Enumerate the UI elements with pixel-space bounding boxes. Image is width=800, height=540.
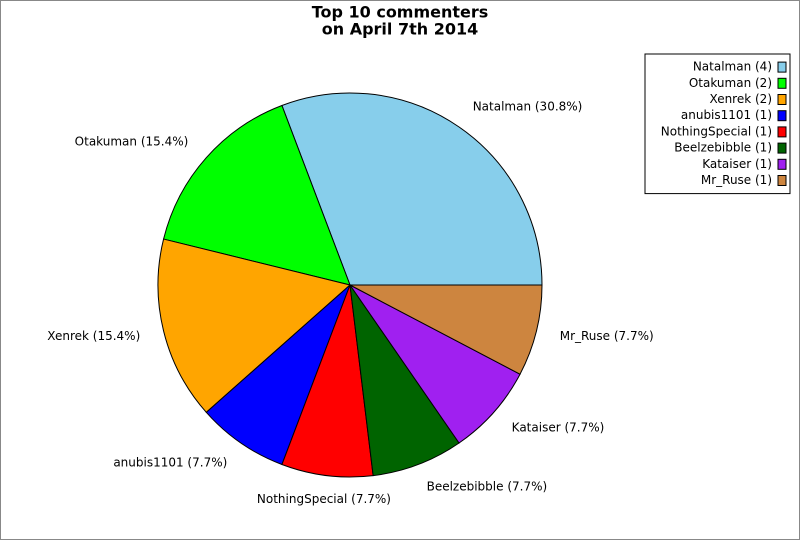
legend-label: Beelzebibble (1) — [674, 141, 772, 155]
slice-label: Beelzebibble (7.7%) — [427, 479, 548, 493]
legend-label: Kataiser (1) — [702, 157, 772, 171]
pie-slice — [157, 238, 352, 414]
chart-title: on April 7th 2014 — [322, 20, 479, 39]
legend-swatch — [777, 110, 787, 122]
pie-slice — [349, 284, 521, 444]
slice-label: Mr_Ruse (7.7%) — [560, 329, 654, 343]
legend-swatch — [777, 175, 787, 186]
legend-label: NothingSpecial (1) — [661, 124, 772, 138]
legend-swatch — [777, 142, 787, 154]
slice-label: Xenrek (15.4%) — [47, 329, 140, 343]
chart-title: Top 10 commenters — [312, 3, 489, 22]
legend-label: anubis1101 (1) — [681, 108, 772, 122]
legend-swatch — [777, 94, 787, 105]
slice-label: Kataiser (7.7%) — [512, 421, 605, 435]
legend-label: Mr_Ruse (1) — [701, 173, 772, 187]
legend-swatch — [777, 158, 787, 170]
slice-label: Otakuman (15.4%) — [75, 134, 189, 148]
slice-label: Natalman (30.8%) — [473, 100, 583, 114]
legend-label: Xenrek (2) — [710, 92, 772, 106]
legend-swatch — [777, 77, 787, 89]
legend-swatch — [777, 126, 787, 138]
legend-swatch — [777, 61, 787, 73]
pie-slice — [349, 284, 543, 375]
pie-slice — [349, 284, 460, 477]
legend-label: Natalman (4) — [693, 60, 772, 74]
pie-slice — [281, 92, 543, 286]
pie-slice — [162, 104, 351, 286]
pie-slice — [281, 284, 374, 478]
slice-label: NothingSpecial (7.7%) — [257, 492, 391, 506]
legend-box — [644, 53, 791, 195]
pie-slice — [205, 284, 351, 466]
legend-label: Otakuman (2) — [689, 76, 772, 90]
slice-label: anubis1101 (7.7%) — [113, 455, 227, 469]
